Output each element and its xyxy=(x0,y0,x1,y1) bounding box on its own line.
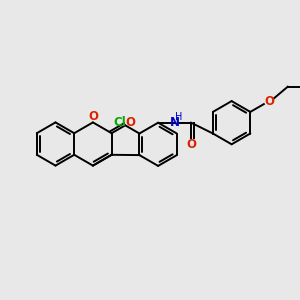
Text: Cl: Cl xyxy=(114,116,127,129)
Text: N: N xyxy=(170,116,180,129)
Text: O: O xyxy=(264,94,274,108)
Text: O: O xyxy=(88,110,98,123)
Text: O: O xyxy=(125,116,135,129)
Text: O: O xyxy=(186,138,196,152)
Text: H: H xyxy=(176,112,183,122)
